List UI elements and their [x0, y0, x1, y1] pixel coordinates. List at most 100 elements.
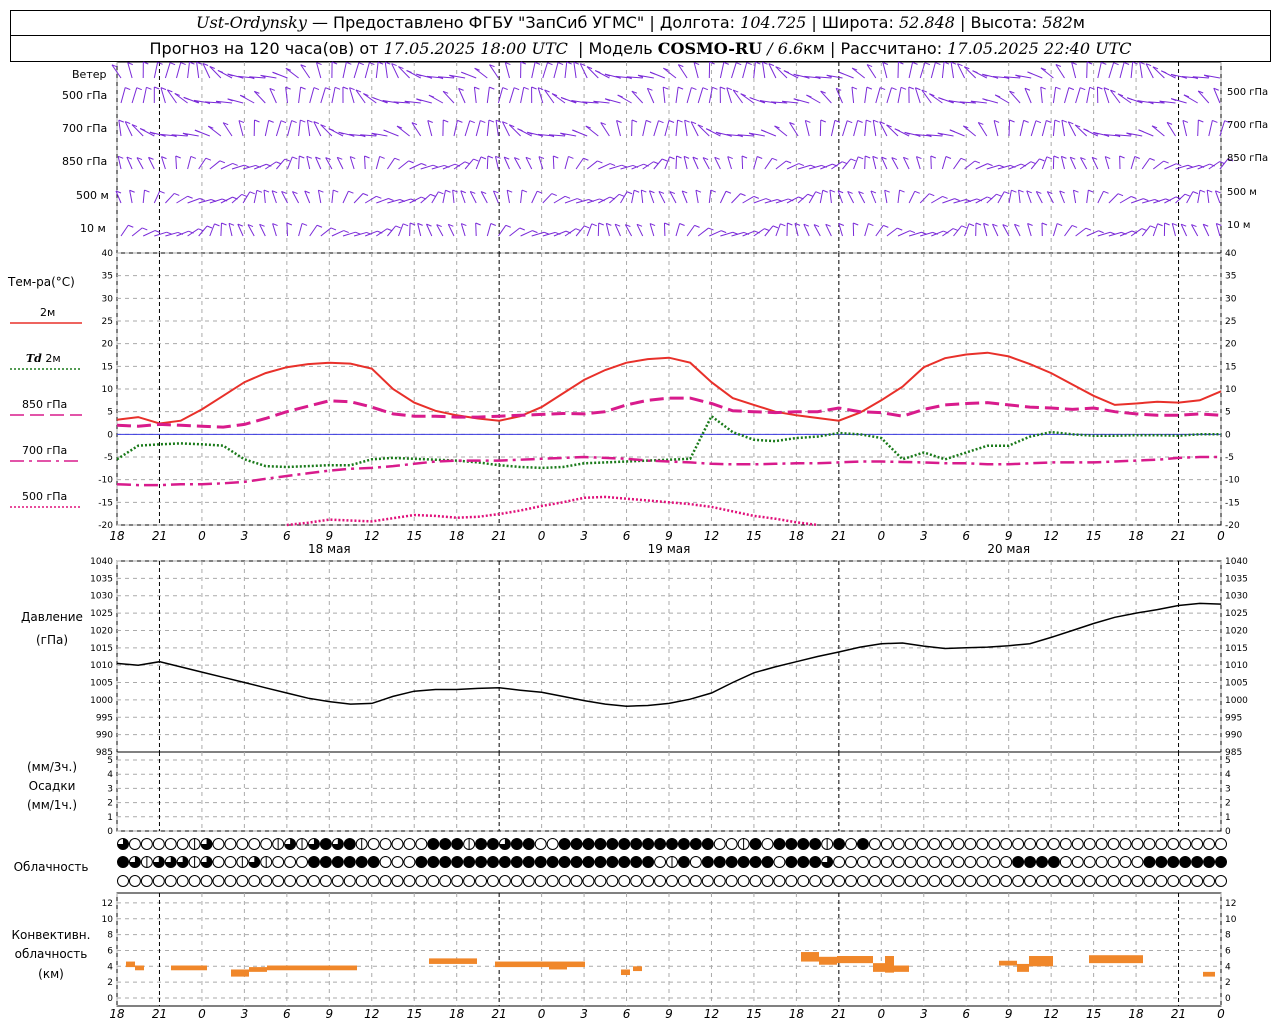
pressure-ytick-left: 1025: [90, 609, 113, 619]
wind-barb: [489, 64, 499, 79]
wind-barb: [520, 230, 533, 237]
wind-barb-flag: [117, 155, 124, 159]
wind-barb-flag: [838, 71, 844, 75]
wind-barb-flag: [406, 70, 412, 73]
wind-barb: [222, 122, 233, 137]
wind-barb-flag: [897, 227, 903, 231]
wind-barb-flag: [268, 119, 274, 123]
wind-barb-flag: [653, 161, 659, 165]
cloud-cover-full: [797, 838, 809, 850]
wind-barb: [497, 225, 507, 237]
wind-barb: [714, 157, 721, 170]
wind-barb-flag: [938, 97, 944, 101]
wind-barb: [908, 62, 914, 79]
conv-cloud-bar: [837, 956, 873, 964]
wind-barb-flag: [416, 98, 422, 102]
wind-barb: [396, 125, 410, 137]
temp-xtick: 0: [1217, 529, 1225, 543]
wind-barb: [1097, 231, 1111, 237]
cloud-cover-circle: [1024, 838, 1037, 850]
wind-barb-flag: [1132, 61, 1138, 65]
cloud-cover-circle: [952, 875, 965, 887]
wind-barb-flag: [591, 223, 597, 227]
wind-barb-flag: [772, 225, 779, 229]
wind-barb-flag: [916, 156, 922, 160]
temp-xtick: 21: [1171, 529, 1186, 543]
wind-barb: [919, 62, 926, 79]
wind-barb-flag: [736, 62, 742, 66]
wind-barb: [253, 190, 258, 204]
precip-ytick-left: 4: [107, 770, 113, 780]
cloud-cover-full: [475, 856, 487, 868]
wind-barb: [697, 87, 704, 104]
cloud-cover-circle: [212, 856, 225, 868]
temp-ytick-left: 30: [102, 294, 114, 304]
wind-barb: [254, 163, 267, 170]
cloud-cover-circle: [845, 838, 858, 850]
wind-barb-flag: [460, 190, 466, 194]
wind-barb: [1182, 120, 1188, 137]
wind-barb-flag: [531, 86, 537, 90]
wind-barb-flag: [1171, 98, 1177, 102]
wind-barb: [249, 76, 266, 79]
temp-ytick-right: 25: [1225, 317, 1236, 327]
wind-barb: [930, 62, 936, 79]
wind-barb: [1008, 119, 1011, 137]
wind-barb-flag: [520, 61, 527, 65]
cloud-cover-full: [332, 856, 344, 868]
wind-barb: [209, 66, 222, 79]
wind-barb-flag: [436, 224, 442, 228]
wind-barb-flag: [1150, 225, 1156, 229]
wind-barb: [525, 157, 533, 170]
cloud-cover-full: [690, 838, 702, 850]
wind-barb: [1130, 62, 1134, 79]
wind-barb-flag: [227, 73, 233, 77]
cloud-cover-circle: [821, 875, 834, 887]
wind-barb: [1041, 156, 1048, 170]
cloud-cover-circle: [1083, 856, 1096, 868]
cloud-cover-full: [1048, 856, 1060, 868]
wind-barb: [579, 63, 588, 79]
wind-barb-flag: [1071, 224, 1078, 228]
wind-barb-flag: [1080, 87, 1086, 91]
wind-barb-flag: [1161, 70, 1167, 74]
wind-barb-flag: [1117, 93, 1124, 97]
conv-ytick-right: 10: [1225, 915, 1237, 925]
wind-barb: [1213, 88, 1221, 104]
wind-barb: [992, 223, 999, 237]
wind-barb-flag: [1103, 134, 1110, 137]
wind-barb-flag: [708, 227, 714, 231]
cloud-cover-circle: [1203, 875, 1216, 887]
cloud-cover-circle: [391, 856, 404, 868]
wind-barb-flag: [1216, 223, 1222, 226]
wind-barb: [774, 125, 788, 137]
wind-barb-flag: [1086, 61, 1093, 65]
wind-barb: [797, 193, 809, 204]
wind-barb-flag: [1114, 134, 1121, 138]
conv-ytick-left: 2: [107, 978, 113, 988]
conv-xtick: 12: [1044, 1007, 1059, 1021]
cloud-cover-circle: [391, 838, 404, 850]
wind-barb-flag: [1054, 119, 1061, 123]
cloud-cover-full: [117, 856, 129, 868]
wind-barb: [804, 120, 810, 137]
wind-barb: [148, 157, 155, 170]
wind-level-500m: 500 м: [76, 189, 109, 202]
wind-barb: [826, 74, 843, 79]
wind-barb-flag: [1172, 222, 1178, 226]
wind-barb: [708, 190, 712, 204]
wind-barb-flag: [396, 125, 403, 129]
wind-barb: [675, 120, 679, 137]
wind-barb-flag: [684, 119, 690, 123]
pressure-unit: (гПа): [35, 633, 69, 647]
wind-level-right-label: 500 гПа: [1227, 87, 1268, 98]
wind-barb: [1035, 191, 1043, 204]
wind-barb-flag: [1215, 190, 1221, 194]
wind-barb-flag: [838, 223, 845, 226]
wind-barb-flag: [1011, 189, 1017, 193]
wind-barb-flag: [904, 131, 910, 135]
wind-barb: [658, 191, 666, 204]
wind-barb-flag: [1119, 155, 1125, 159]
wind-barb-flag: [180, 62, 186, 66]
precip-ytick-left: 5: [107, 756, 113, 766]
